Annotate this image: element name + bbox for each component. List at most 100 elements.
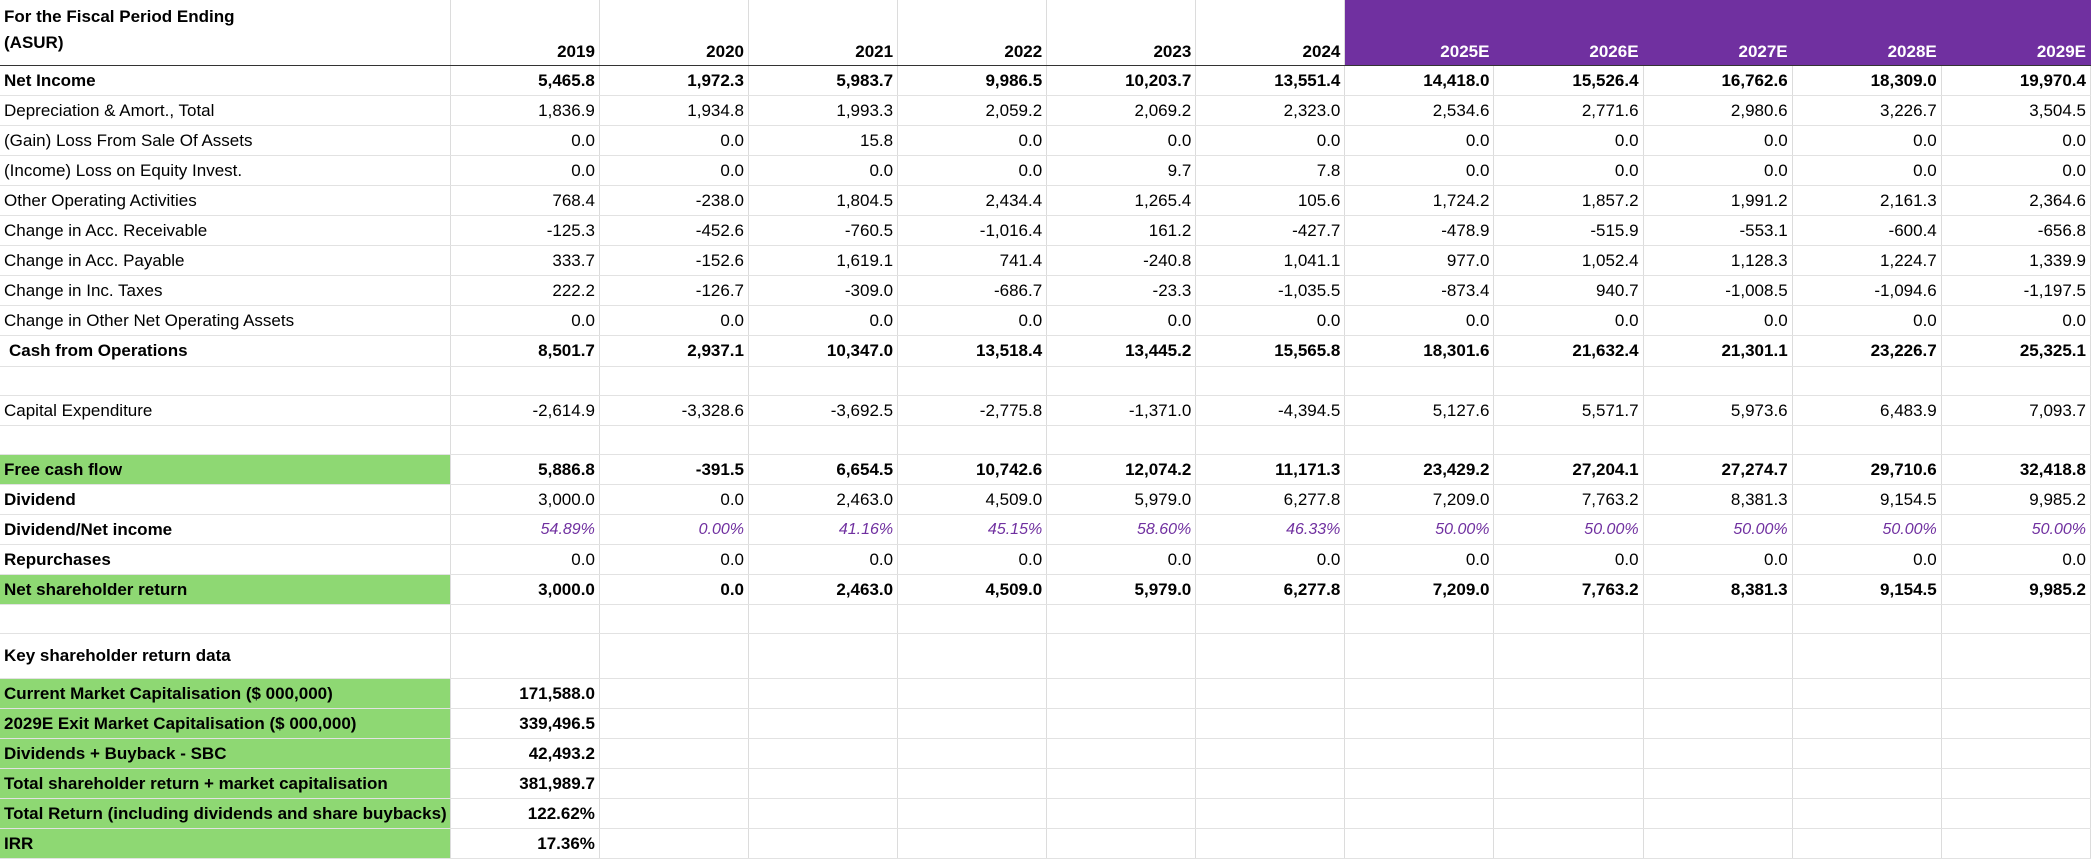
value-cell[interactable]: 1,619.1 [748, 245, 899, 276]
value-cell[interactable]: 21,301.1 [1643, 335, 1793, 367]
empty-cell[interactable] [1643, 798, 1793, 829]
row-label-cell[interactable]: Change in Acc. Payable [0, 245, 451, 276]
value-cell[interactable]: 768.4 [450, 185, 600, 216]
empty-cell[interactable] [1493, 738, 1644, 769]
empty-cell[interactable] [1195, 738, 1346, 769]
value-cell[interactable]: -4,394.5 [1195, 395, 1346, 426]
value-cell[interactable]: 0.0 [1344, 305, 1495, 336]
value-cell[interactable]: -1,016.4 [897, 215, 1048, 246]
key-data-value[interactable]: 42,493.2 [450, 738, 600, 769]
empty-cell[interactable] [748, 738, 899, 769]
empty-cell[interactable] [0, 425, 451, 455]
value-cell[interactable]: 5,983.7 [748, 65, 899, 96]
empty-cell[interactable] [1941, 633, 2091, 679]
value-cell[interactable]: 940.7 [1493, 275, 1644, 306]
value-cell[interactable]: 0.0 [1195, 305, 1346, 336]
value-cell[interactable]: 0.0 [599, 544, 750, 575]
empty-cell[interactable] [599, 604, 750, 634]
empty-cell[interactable] [748, 798, 899, 829]
empty-cell[interactable] [1941, 738, 2091, 769]
value-cell[interactable]: 15,526.4 [1493, 65, 1644, 96]
value-cell[interactable]: 41.16% [748, 514, 899, 545]
value-cell[interactable]: 1,724.2 [1344, 185, 1495, 216]
empty-cell[interactable] [450, 604, 600, 634]
value-cell[interactable]: 0.0 [1195, 125, 1346, 156]
empty-cell[interactable] [0, 366, 451, 396]
value-cell[interactable]: 0.0 [897, 125, 1048, 156]
value-cell[interactable]: 0.0 [450, 155, 600, 186]
key-data-value[interactable]: 122.62% [450, 798, 600, 829]
value-cell[interactable]: 29,710.6 [1792, 454, 1942, 485]
value-cell[interactable]: -238.0 [599, 185, 750, 216]
value-cell[interactable]: 0.0 [1792, 544, 1942, 575]
row-label-cell[interactable]: Dividend [0, 484, 451, 515]
value-cell[interactable]: -126.7 [599, 275, 750, 306]
value-cell[interactable]: 15,565.8 [1195, 335, 1346, 367]
row-label-cell[interactable]: Free cash flow [0, 454, 451, 485]
key-data-label[interactable]: Current Market Capitalisation ($ 000,000… [0, 678, 451, 709]
value-cell[interactable]: 6,277.8 [1195, 484, 1346, 515]
empty-cell[interactable] [1344, 768, 1495, 799]
empty-cell[interactable] [1195, 425, 1346, 455]
empty-cell[interactable] [599, 708, 750, 739]
empty-cell[interactable] [1643, 828, 1793, 859]
empty-cell[interactable] [1792, 738, 1942, 769]
empty-cell[interactable] [897, 366, 1048, 396]
row-label-cell[interactable]: Net Income [0, 65, 451, 96]
value-cell[interactable]: 18,301.6 [1344, 335, 1495, 367]
empty-cell[interactable] [1643, 366, 1793, 396]
empty-cell[interactable] [1792, 678, 1942, 709]
key-data-value[interactable]: 17.36% [450, 828, 600, 859]
value-cell[interactable]: 0.0 [1643, 544, 1793, 575]
row-label-cell[interactable]: Capital Expenditure [0, 395, 451, 426]
value-cell[interactable]: 0.0 [599, 155, 750, 186]
empty-cell[interactable] [1792, 768, 1942, 799]
value-cell[interactable]: 0.0 [599, 305, 750, 336]
year-header-cell[interactable]: 2028E [1792, 0, 1942, 66]
empty-cell[interactable] [897, 604, 1048, 634]
year-header-cell[interactable]: 2029E [1941, 0, 2091, 66]
value-cell[interactable]: 4,509.0 [897, 574, 1048, 605]
value-cell[interactable]: 0.0 [599, 125, 750, 156]
year-header-cell[interactable]: 2020 [599, 0, 750, 66]
empty-cell[interactable] [599, 738, 750, 769]
empty-cell[interactable] [450, 633, 600, 679]
value-cell[interactable]: -760.5 [748, 215, 899, 246]
value-cell[interactable]: 333.7 [450, 245, 600, 276]
value-cell[interactable]: -686.7 [897, 275, 1048, 306]
value-cell[interactable]: 14,418.0 [1344, 65, 1495, 96]
value-cell[interactable]: 0.0 [1046, 544, 1197, 575]
row-label-cell[interactable]: (Income) Loss on Equity Invest. [0, 155, 451, 186]
year-header-cell[interactable]: 2023 [1046, 0, 1197, 66]
value-cell[interactable]: 0.0 [1493, 155, 1644, 186]
row-label-cell[interactable]: (Gain) Loss From Sale Of Assets [0, 125, 451, 156]
value-cell[interactable]: 2,323.0 [1195, 95, 1346, 126]
empty-cell[interactable] [1344, 425, 1495, 455]
value-cell[interactable]: 8,381.3 [1643, 484, 1793, 515]
empty-cell[interactable] [1344, 678, 1495, 709]
row-label-cell[interactable]: Other Operating Activities [0, 185, 451, 216]
value-cell[interactable]: -1,371.0 [1046, 395, 1197, 426]
value-cell[interactable]: 2,364.6 [1941, 185, 2091, 216]
value-cell[interactable]: 10,742.6 [897, 454, 1048, 485]
value-cell[interactable]: 50.00% [1493, 514, 1644, 545]
value-cell[interactable]: 21,632.4 [1493, 335, 1644, 367]
empty-cell[interactable] [1493, 828, 1644, 859]
empty-cell[interactable] [1344, 708, 1495, 739]
value-cell[interactable]: 6,277.8 [1195, 574, 1346, 605]
value-cell[interactable]: 9,986.5 [897, 65, 1048, 96]
value-cell[interactable]: 32,418.8 [1941, 454, 2091, 485]
empty-cell[interactable] [1643, 738, 1793, 769]
row-label-cell[interactable]: Change in Inc. Taxes [0, 275, 451, 306]
empty-cell[interactable] [897, 708, 1048, 739]
value-cell[interactable]: 5,886.8 [450, 454, 600, 485]
empty-cell[interactable] [450, 366, 600, 396]
value-cell[interactable]: 0.0 [897, 155, 1048, 186]
empty-cell[interactable] [599, 425, 750, 455]
value-cell[interactable]: 2,463.0 [748, 484, 899, 515]
value-cell[interactable]: 5,127.6 [1344, 395, 1495, 426]
empty-cell[interactable] [1792, 604, 1942, 634]
value-cell[interactable]: 1,804.5 [748, 185, 899, 216]
value-cell[interactable]: 0.0 [897, 305, 1048, 336]
value-cell[interactable]: 54.89% [450, 514, 600, 545]
